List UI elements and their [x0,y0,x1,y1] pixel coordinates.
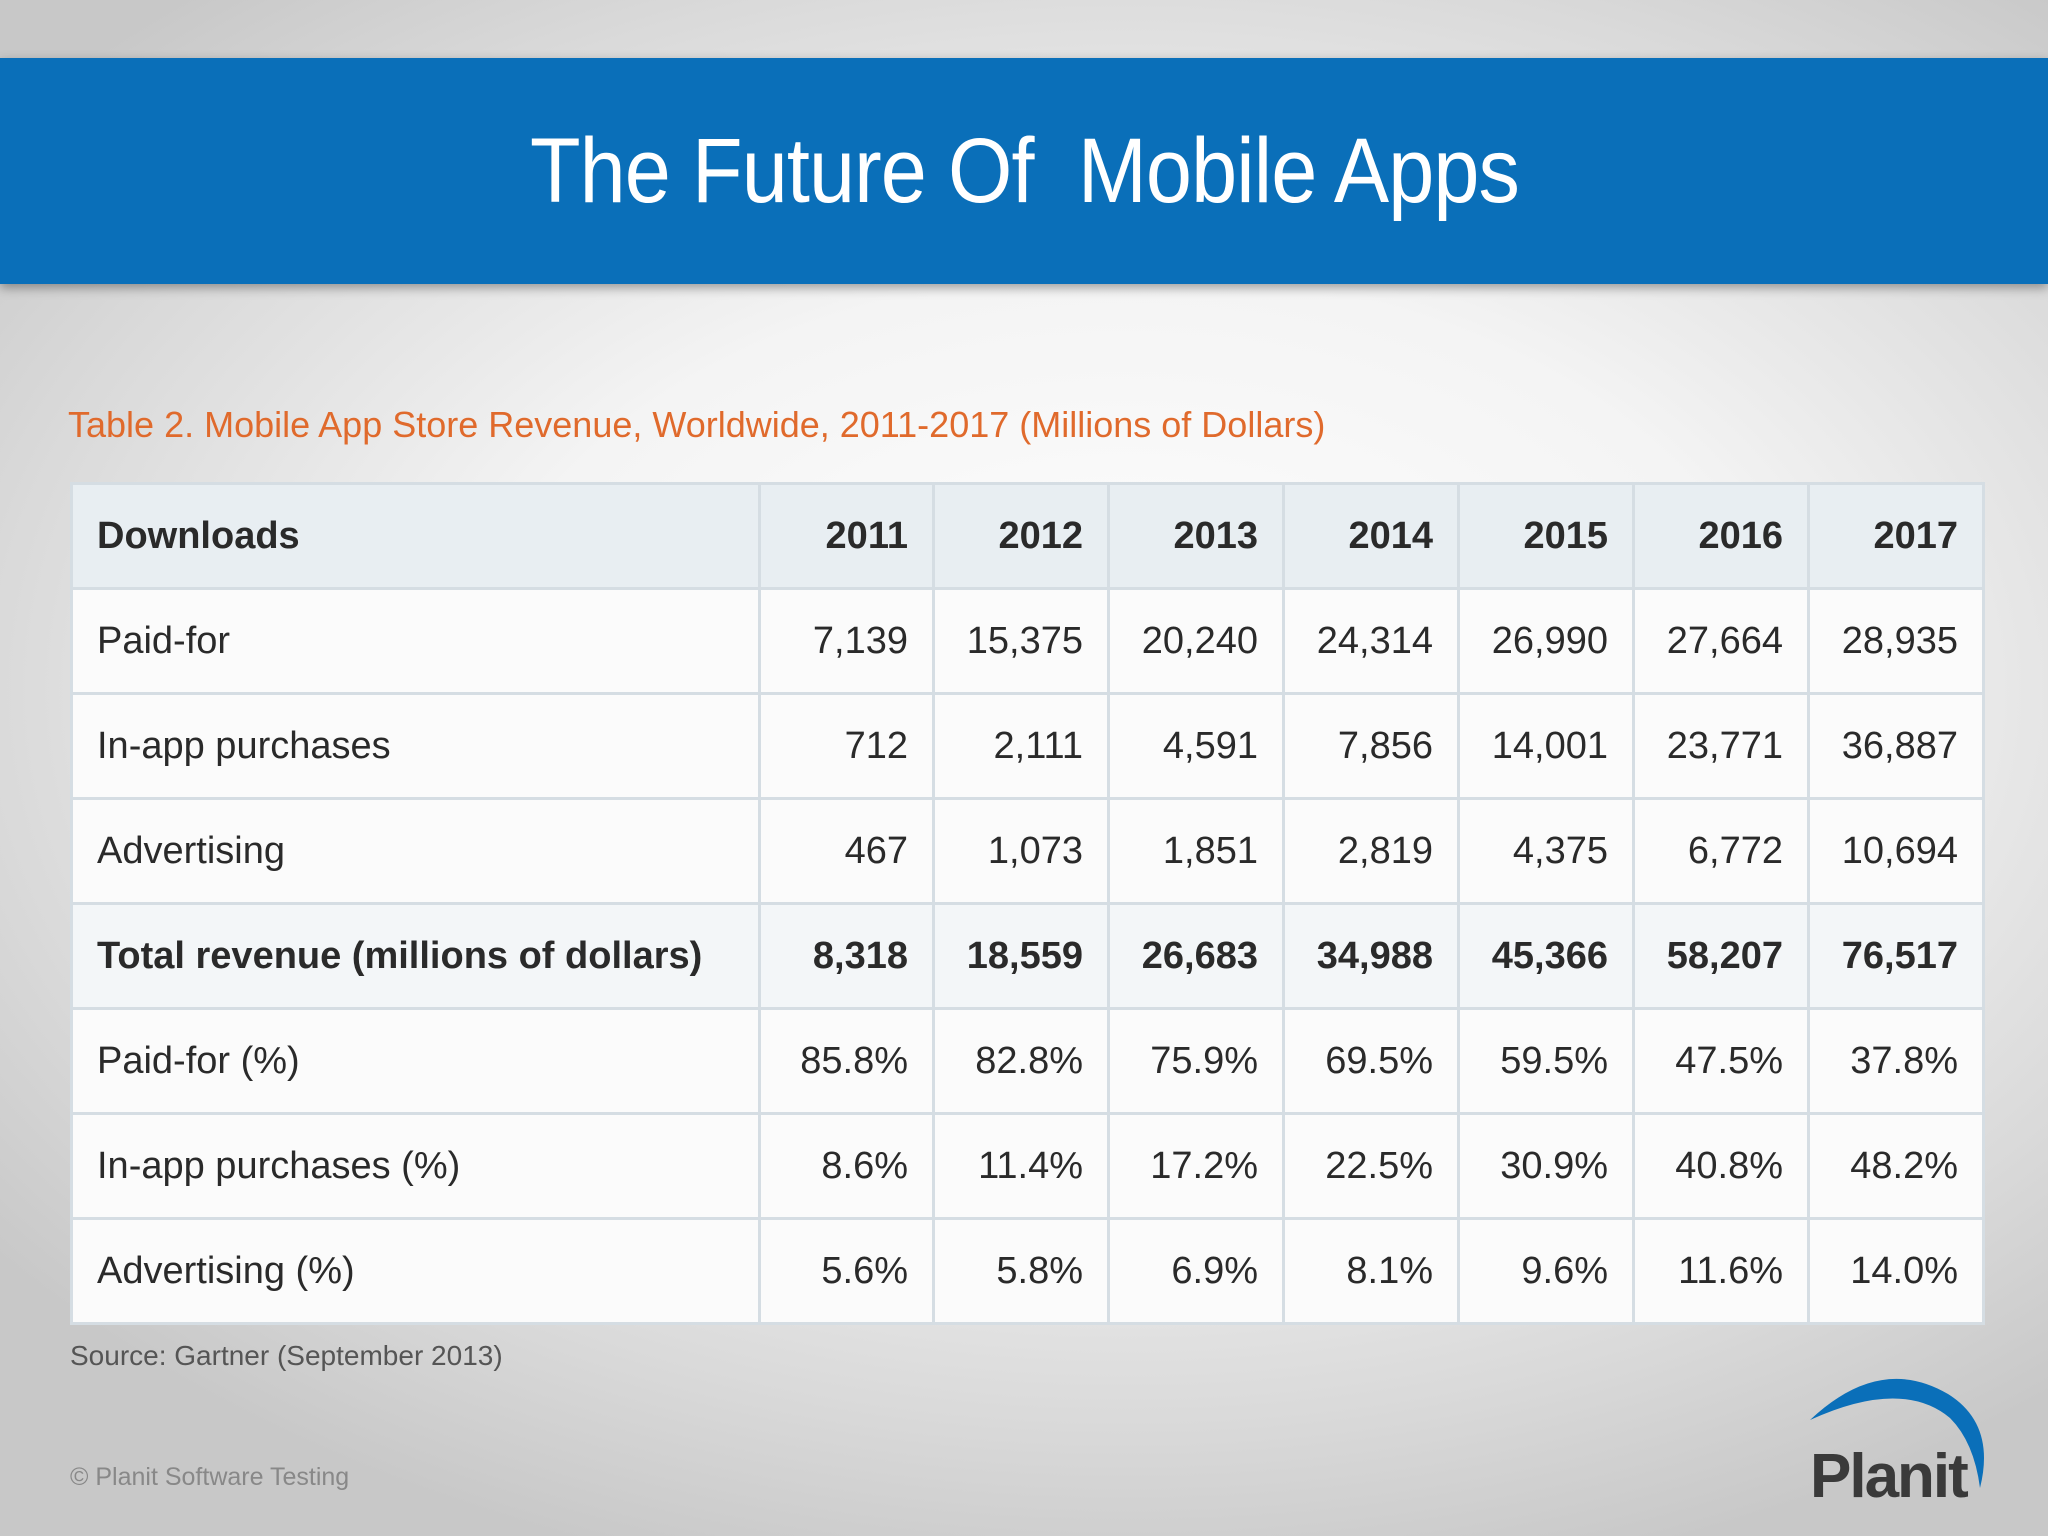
table-cell: 15,375 [932,587,1110,695]
table-cell: 76,517 [1807,902,1985,1010]
table-cell: 69.5% [1282,1007,1460,1115]
table-cell: 17.2% [1107,1112,1285,1220]
table-cell: 59.5% [1457,1007,1635,1115]
column-header-2012: 2012 [932,482,1110,590]
table-cell: 23,771 [1632,692,1810,800]
table-cell: 2,111 [932,692,1110,800]
column-header-2013: 2013 [1107,482,1285,590]
planit-logo: Planit [1810,1378,1984,1510]
table-cell: 5.6% [758,1217,935,1325]
table-cell: 14,001 [1457,692,1635,800]
row-label: In-app purchases [70,692,761,800]
table-cell: 36,887 [1807,692,1985,800]
table-cell: 8.1% [1282,1217,1460,1325]
table-cell: 24,314 [1282,587,1460,695]
table-cell: 26,683 [1107,902,1285,1010]
table-caption: Table 2. Mobile App Store Revenue, World… [68,404,1326,445]
column-header-2014: 2014 [1282,482,1460,590]
table-cell: 2,819 [1282,797,1460,905]
footer-copyright: © Planit Software Testing [70,1463,350,1491]
row-label: In-app purchases (%) [70,1112,761,1220]
table-cell: 48.2% [1807,1112,1985,1220]
table-cell: 6.9% [1107,1217,1285,1325]
row-label: Paid-for [70,587,761,695]
table-cell: 37.8% [1807,1007,1985,1115]
table-cell: 85.8% [758,1007,935,1115]
table-row: Advertising 467 1,073 1,851 2,819 4,375 6,772 1… [70,797,1985,905]
table-cell: 27,664 [1632,587,1810,695]
table-cell: 14.0% [1807,1217,1985,1325]
table-cell: 4,591 [1107,692,1285,800]
source-note: Source: Gartner (September 2013) [70,1340,503,1371]
table-body: Paid-for 7,139 15,375 20,240 24,314 26,990 27,… [70,587,1985,1325]
table-cell: 7,856 [1282,692,1460,800]
table-cell: 34,988 [1282,902,1460,1010]
logo-text: Planit [1810,1442,1968,1510]
table-cell: 8,318 [758,902,935,1010]
table-cell: 47.5% [1632,1007,1810,1115]
table-cell: 9.6% [1457,1217,1635,1325]
table-row: Advertising (%) 5.6% 5.8% 6.9% 8.1% 9.6% 11.6%… [70,1217,1985,1325]
logo-swoosh [1810,1378,1984,1488]
table-cell: 5.8% [932,1217,1110,1325]
table-cell: 1,073 [932,797,1110,905]
table-row: Paid-for 7,139 15,375 20,240 24,314 26,990 27,… [70,587,1985,695]
revenue-table: Downloads 2011 2012 2013 2014 2015 2016 … [70,482,1985,1325]
column-header-downloads: Downloads [70,482,761,590]
table-row: In-app purchases 712 2,111 4,591 7,856 14,001… [70,692,1985,800]
row-label: Paid-for (%) [70,1007,761,1115]
table-cell: 1,851 [1107,797,1285,905]
table-cell: 20,240 [1107,587,1285,695]
table-row: Paid-for (%) 85.8% 82.8% 75.9% 69.5% 59.5% 47.… [70,1007,1985,1115]
table-header-row: Downloads 2011 2012 2013 2014 2015 2016 … [70,482,1985,590]
table-cell: 75.9% [1107,1007,1285,1115]
table-cell: 11.4% [932,1112,1110,1220]
slide-title: The Future Of Mobile Apps [529,119,1519,222]
table-cell: 58,207 [1632,902,1810,1010]
table-cell: 26,990 [1457,587,1635,695]
table-cell: 82.8% [932,1007,1110,1115]
table-row: In-app purchases (%) 8.6% 11.4% 17.2% 22.5% 3… [70,1112,1985,1220]
table-cell: 7,139 [758,587,935,695]
table-cell: 4,375 [1457,797,1635,905]
table-cell: 8.6% [758,1112,935,1220]
table-cell: 11.6% [1632,1217,1810,1325]
table-cell: 40.8% [1632,1112,1810,1220]
table-cell: 22.5% [1282,1112,1460,1220]
table-cell: 712 [758,692,935,800]
table-cell: 28,935 [1807,587,1985,695]
table-cell: 30.9% [1457,1112,1635,1220]
row-label: Total revenue (millions of dollars) [70,902,761,1010]
column-header-2011: 2011 [758,482,935,590]
table-cell: 45,366 [1457,902,1635,1010]
table-cell: 6,772 [1632,797,1810,905]
column-header-2017: 2017 [1807,482,1985,590]
column-header-2015: 2015 [1457,482,1635,590]
table-cell: 467 [758,797,935,905]
column-header-2016: 2016 [1632,482,1810,590]
row-label: Advertising (%) [70,1217,761,1325]
row-label: Advertising [70,797,761,905]
title-banner: The Future Of Mobile Apps [0,58,2048,284]
table-cell: 10,694 [1807,797,1985,905]
table-cell: 18,559 [932,902,1110,1010]
table-row: Total revenue (millions of dollars) 8,318… [70,902,1985,1010]
